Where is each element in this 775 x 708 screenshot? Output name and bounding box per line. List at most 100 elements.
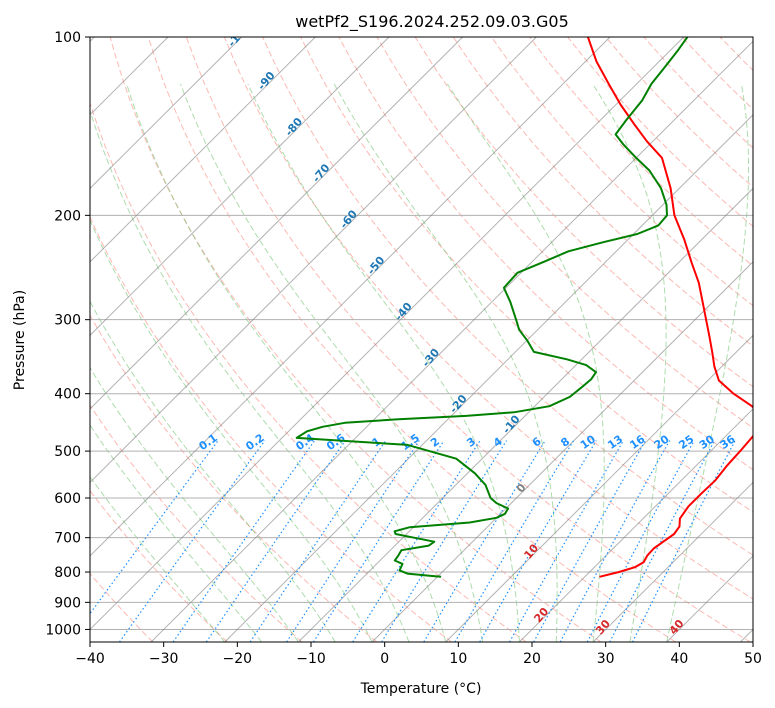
plot-frame xyxy=(89,36,754,643)
y-tick-label: 500 xyxy=(54,444,81,460)
x-tick-label: 0 xyxy=(380,651,389,667)
y-axis: 100 200 300 400 500 600 700 800 900 1000 xyxy=(45,30,90,638)
mixing-ratio-label: 20 xyxy=(652,432,672,452)
dry-adiabat xyxy=(223,37,753,600)
dry-adiabat xyxy=(681,37,753,110)
isotherm-label: 30 xyxy=(593,617,613,637)
dry-adiabat xyxy=(338,37,753,471)
mixing-ratio-line xyxy=(119,440,266,642)
moist-adiabat xyxy=(90,108,410,642)
mixing-ratio-label: 13 xyxy=(605,433,625,452)
mixing-ratio-label: 3 xyxy=(464,435,478,450)
isotherm-label: -50 xyxy=(365,254,388,278)
dry-adiabat xyxy=(567,37,753,227)
dry-adiabat xyxy=(90,215,452,642)
moist-adiabat xyxy=(446,83,605,642)
y-axis-label: Pressure (hPa) xyxy=(12,290,28,390)
isotherm-line xyxy=(592,481,753,642)
moist-adiabat xyxy=(90,300,336,642)
mixing-ratio-label: 0.4 xyxy=(293,431,317,453)
isotherm-label: -20 xyxy=(447,392,470,416)
isotherm-label: -60 xyxy=(337,207,360,231)
x-tick-label: −40 xyxy=(75,651,105,667)
mixing-ratio-line xyxy=(249,440,387,642)
dry-adiabat xyxy=(90,404,303,642)
mixing-ratio-line xyxy=(172,440,316,642)
dry-adiabat xyxy=(109,37,602,642)
moist-adiabat xyxy=(90,424,262,642)
y-tick-label: 800 xyxy=(54,565,81,581)
isotherm-label: 10 xyxy=(521,541,541,561)
isotherm-label: 20 xyxy=(531,605,551,625)
moist-adiabat xyxy=(90,366,299,642)
mixing-ratio-label: 30 xyxy=(697,432,717,452)
profile-lines xyxy=(295,37,753,578)
mixing-ratio-line xyxy=(381,440,508,642)
x-tick-label: −10 xyxy=(296,651,326,667)
isotherm-label: -90 xyxy=(255,69,278,93)
dry-adiabat xyxy=(90,572,154,642)
dry-adiabat xyxy=(758,37,775,642)
mixing-ratio-label: 36 xyxy=(718,432,738,452)
moist-adiabat xyxy=(247,83,520,642)
dry-adiabat xyxy=(90,489,228,642)
temperature-profile xyxy=(586,37,753,578)
isotherm-label: -100 xyxy=(225,20,253,50)
background-lines xyxy=(90,37,775,642)
moist-adiabat xyxy=(126,83,447,642)
isotherm-line xyxy=(90,37,316,263)
dry-adiabat xyxy=(605,37,753,188)
mixing-ratio-label: 25 xyxy=(676,433,696,452)
isotherm-line xyxy=(298,187,753,642)
y-tick-label: 700 xyxy=(54,531,81,547)
mixing-ratio-line xyxy=(559,440,671,642)
isotherm-line xyxy=(666,555,753,642)
mixing-ratio-line xyxy=(508,440,624,642)
x-axis-label: Temperature (°C) xyxy=(360,681,482,697)
x-tick-label: 50 xyxy=(744,651,762,667)
isotherm-line xyxy=(519,408,753,642)
y-tick-label: 600 xyxy=(54,491,81,507)
mixing-ratio-label: 8 xyxy=(558,435,572,450)
y-tick-label: 200 xyxy=(54,208,81,224)
dry-adiabat xyxy=(414,37,753,388)
dewpoint-profile xyxy=(295,37,689,578)
isotherm-line xyxy=(90,37,537,484)
y-tick-label: 1000 xyxy=(45,622,81,638)
dry-adiabat xyxy=(300,37,753,513)
mixing-ratio-line xyxy=(352,440,481,642)
isotherm-line xyxy=(90,37,390,337)
dry-adiabat xyxy=(262,37,753,556)
mixing-ratio-label: 2 xyxy=(428,435,442,450)
y-tick-label: 900 xyxy=(54,595,81,611)
moist-adiabat xyxy=(90,476,226,642)
mixing-ratio-label: 10 xyxy=(578,432,598,452)
mixing-ratio-line xyxy=(90,440,219,615)
mixing-ratio-line xyxy=(479,440,597,642)
dry-adiabat xyxy=(452,37,753,347)
isotherm-line xyxy=(224,114,753,642)
y-tick-label: 400 xyxy=(54,387,81,403)
isotherm-line xyxy=(90,37,685,631)
x-tick-label: 10 xyxy=(449,651,467,667)
mixing-ratio-line xyxy=(632,440,736,642)
isotherm-label: -80 xyxy=(282,115,305,139)
mixing-ratio-line xyxy=(312,440,445,642)
y-tick-label: 100 xyxy=(54,30,81,46)
dry-adiabat xyxy=(185,37,751,642)
x-axis: −40 −30 −20 −10 0 10 20 30 40 50 xyxy=(75,642,762,667)
isotherm-line xyxy=(90,37,611,557)
isotherm-label: -30 xyxy=(420,346,443,370)
moist-adiabat xyxy=(180,83,484,642)
isotherm-label: 0 xyxy=(514,481,529,495)
y-tick-label: 300 xyxy=(54,313,81,329)
mixing-ratio-label: 0.2 xyxy=(243,431,266,453)
moist-adiabat xyxy=(666,83,749,642)
mixing-ratio-label: 1.5 xyxy=(399,431,422,453)
isotherm-line xyxy=(740,628,753,642)
x-tick-label: 40 xyxy=(670,651,688,667)
dry-adiabat xyxy=(90,101,527,642)
x-tick-label: 30 xyxy=(597,651,615,667)
